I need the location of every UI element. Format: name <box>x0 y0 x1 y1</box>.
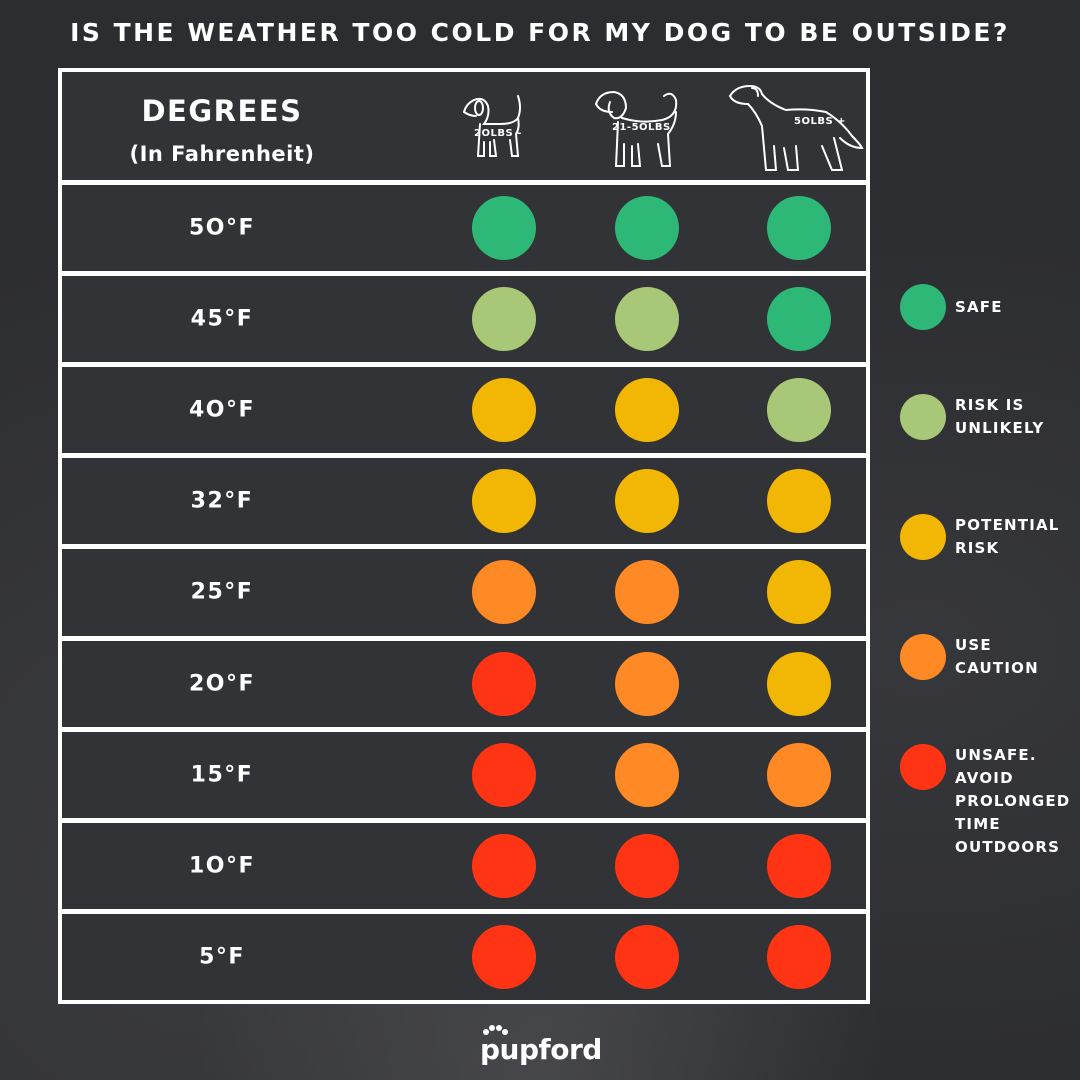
legend-dot <box>900 514 946 560</box>
risk-dot-unlikely <box>615 287 679 352</box>
medium-dog-icon: 21-5OLBS <box>592 88 688 172</box>
risk-dot-potential <box>767 469 831 534</box>
legend-dot <box>900 284 946 330</box>
temperature-label: 15°F <box>190 762 254 788</box>
legend-label: POTENTIAL RISK <box>955 516 1060 557</box>
risk-dot-unsafe <box>472 651 536 716</box>
large-dog-icon: 5OLBS + <box>726 82 866 174</box>
paw-icon <box>483 1025 508 1035</box>
risk-dot-safe <box>472 196 536 261</box>
legend-dot <box>900 394 946 440</box>
risk-dot-potential <box>472 378 536 443</box>
pupford-logo: pupford <box>480 1025 602 1066</box>
risk-dot-potential <box>767 651 831 716</box>
degrees-subheading: (In Fahrenheit) <box>129 142 315 166</box>
table-row: 32°F <box>62 458 866 545</box>
risk-dot-unsafe <box>472 833 536 898</box>
legend-item-caution: USE CAUTION <box>900 634 1075 680</box>
risk-dot-potential <box>767 560 831 625</box>
temperature-label: 5°F <box>199 944 245 970</box>
risk-dot-unsafe <box>767 924 831 989</box>
degrees-heading: DEGREES <box>141 94 303 128</box>
dog-size-small: 2OLBS - <box>474 128 522 139</box>
dog-size-large: 5OLBS + <box>794 116 847 127</box>
risk-dot-potential <box>472 469 536 534</box>
risk-dot-potential <box>615 378 679 443</box>
table-row: 25°F <box>62 549 866 636</box>
temperature-label: 4O°F <box>188 397 256 423</box>
logo-text: pupford <box>480 1033 602 1066</box>
risk-dot-safe <box>767 196 831 261</box>
temperature-label: 1O°F <box>188 853 256 879</box>
page-title: IS THE WEATHER TOO COLD FOR MY DOG TO BE… <box>70 18 1010 47</box>
legend-label: SAFE <box>955 298 1003 316</box>
legend-label: UNSAFE. AVOID PROLONGED TIME OUTDOORS <box>955 746 1071 856</box>
dog-size-medium: 21-5OLBS <box>612 122 671 133</box>
table-row: 4O°F <box>62 367 866 454</box>
legend-dot <box>900 744 946 790</box>
legend-item-safe: SAFE <box>900 284 1075 330</box>
temperature-label: 45°F <box>190 306 254 332</box>
table-row: 15°F <box>62 731 866 818</box>
risk-dot-unsafe <box>615 924 679 989</box>
risk-dot-unsafe <box>615 833 679 898</box>
risk-dot-caution <box>767 742 831 807</box>
table-row: 2O°F <box>62 640 866 727</box>
legend-item-potential: POTENTIAL RISK <box>900 514 1075 560</box>
risk-dot-unsafe <box>767 833 831 898</box>
risk-dot-safe <box>767 287 831 352</box>
risk-dot-unlikely <box>472 287 536 352</box>
risk-dot-caution <box>615 560 679 625</box>
temperature-label: 2O°F <box>188 671 256 697</box>
risk-dot-caution <box>615 651 679 716</box>
small-dog-icon: 2OLBS - <box>460 94 532 162</box>
risk-dot-unsafe <box>472 742 536 807</box>
table-row: 5O°F <box>62 185 866 272</box>
risk-dot-potential <box>615 469 679 534</box>
risk-dot-unlikely <box>767 378 831 443</box>
table-row: 45°F <box>62 276 866 363</box>
table-row: 1O°F <box>62 822 866 909</box>
temperature-label: 5O°F <box>188 215 256 241</box>
table-row: 5°F <box>62 913 866 1000</box>
risk-dot-caution <box>472 560 536 625</box>
temperature-label: 25°F <box>190 579 254 605</box>
risk-dot-safe <box>615 196 679 261</box>
table-header: DEGREES (In Fahrenheit) 2OLBS - 21-5OLBS <box>62 72 866 180</box>
legend-label: RISK IS UNLIKELY <box>955 396 1045 437</box>
risk-dot-caution <box>615 742 679 807</box>
legend-item-unlikely: RISK IS UNLIKELY <box>900 394 1075 440</box>
temperature-table: DEGREES (In Fahrenheit) 2OLBS - 21-5OLBS <box>58 68 870 1004</box>
temperature-label: 32°F <box>190 488 254 514</box>
legend-item-unsafe: UNSAFE. AVOID PROLONGED TIME OUTDOORS <box>900 744 1075 859</box>
risk-dot-unsafe <box>472 924 536 989</box>
legend-dot <box>900 634 946 680</box>
legend-label: USE CAUTION <box>955 636 1039 677</box>
